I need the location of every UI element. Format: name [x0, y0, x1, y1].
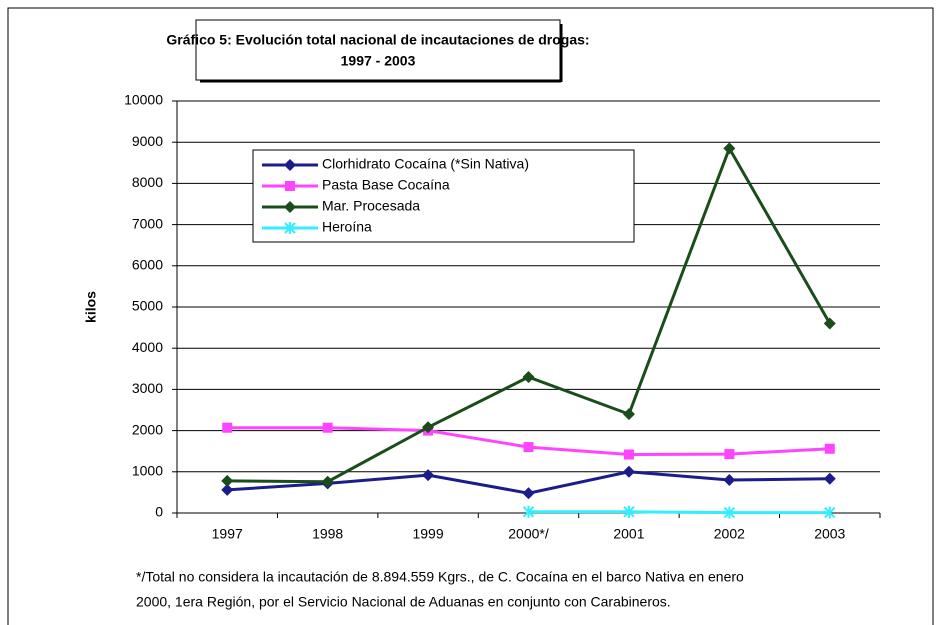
- x-tick-label: 2001: [613, 526, 644, 542]
- legend-label: Clorhidrato Cocaína (*Sin Nativa): [322, 156, 529, 172]
- y-tick-label: 6000: [132, 257, 163, 273]
- x-tick-label: 2003: [814, 526, 845, 542]
- y-tick-label: 0: [155, 504, 163, 520]
- y-tick-label: 7000: [132, 215, 163, 231]
- legend-label: Heroína: [322, 219, 372, 235]
- frame: [7, 7, 934, 625]
- y-axis-label: kilos: [83, 291, 99, 323]
- y-tick-label: 10000: [124, 92, 163, 108]
- chart-subtitle: 1997 - 2003: [341, 53, 416, 69]
- y-tick-label: 2000: [132, 421, 163, 437]
- marker: [422, 469, 435, 482]
- title-box: [195, 19, 561, 81]
- marker: [285, 181, 295, 191]
- marker: [422, 421, 435, 434]
- x-tick-label: 2002: [714, 526, 745, 542]
- marker: [723, 142, 736, 155]
- marker: [522, 371, 535, 384]
- marker: [222, 422, 233, 433]
- y-tick-label: 8000: [132, 174, 163, 190]
- y-tick-label: 5000: [132, 298, 163, 314]
- y-tick-label: 1000: [132, 463, 163, 479]
- x-tick-label: 2000*/: [508, 526, 549, 542]
- marker: [523, 442, 534, 453]
- legend-label: Pasta Base Cocaína: [322, 177, 450, 193]
- marker: [623, 449, 634, 460]
- marker: [622, 408, 635, 421]
- marker: [221, 474, 234, 487]
- footnote: */Total no considera la incautación de 8…: [136, 569, 744, 585]
- x-tick-label: 1999: [412, 526, 443, 542]
- y-tick-label: 4000: [132, 339, 163, 355]
- marker: [824, 506, 836, 519]
- marker: [522, 487, 535, 500]
- marker: [823, 472, 836, 485]
- marker: [723, 474, 736, 487]
- marker: [623, 505, 635, 518]
- marker: [284, 201, 296, 213]
- marker: [284, 159, 296, 171]
- marker: [522, 505, 535, 518]
- chart-title: Gráfico 5: Evolución total nacional de i…: [166, 32, 589, 48]
- marker: [284, 222, 296, 234]
- legend-label: Mar. Procesada: [322, 198, 420, 214]
- footnote: 2000, 1era Región, por el Servicio Nacio…: [136, 594, 671, 610]
- y-tick-label: 9000: [132, 133, 163, 149]
- marker: [823, 317, 836, 330]
- marker: [321, 475, 334, 488]
- marker: [824, 443, 835, 454]
- marker: [723, 506, 736, 519]
- marker: [322, 422, 333, 433]
- x-tick-label: 1997: [212, 526, 243, 542]
- series-line: [528, 510, 830, 515]
- marker: [724, 449, 735, 460]
- x-tick-label: 1998: [312, 526, 343, 542]
- y-tick-label: 3000: [132, 380, 163, 396]
- marker: [622, 465, 635, 478]
- marker: [221, 483, 234, 496]
